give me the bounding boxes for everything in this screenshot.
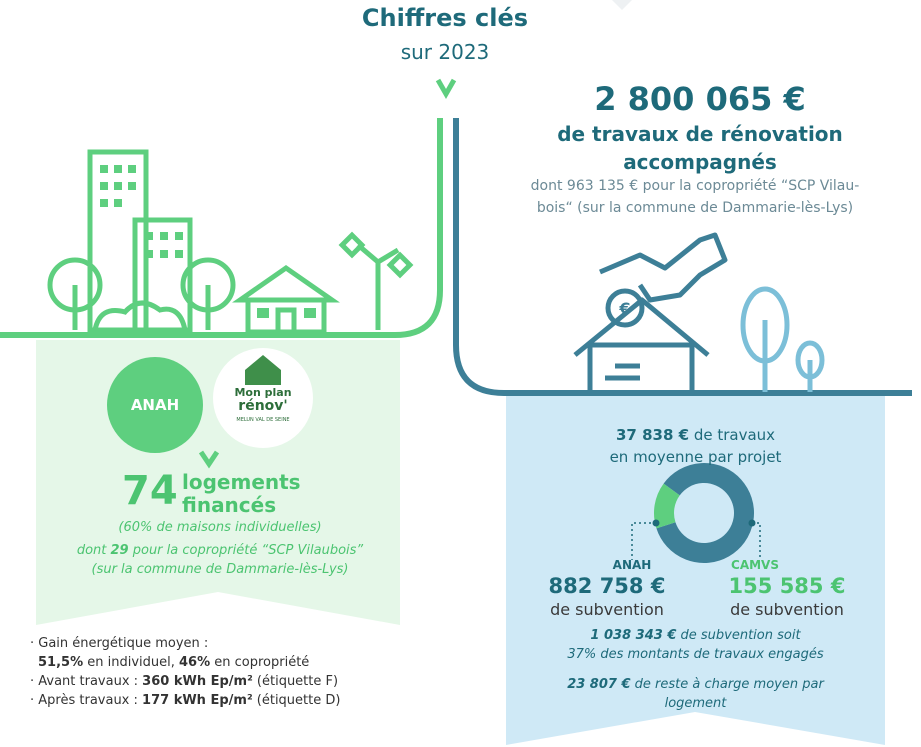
series-label: ANAH [612,558,652,572]
text: (étiquette D) [252,693,341,708]
average-line: en moyenne par projet [609,448,782,466]
donut-segment [654,483,681,529]
bullet: · Après travaux : 177 kWh Ep/m² (étiquet… [30,693,341,708]
value: 46% [179,655,211,670]
trees-icon [740,286,825,392]
euro-symbol: € [618,299,630,318]
logo-text: Mon plan [234,386,292,399]
value-label: 882 758 € [548,574,666,598]
donut-segment [656,463,754,563]
city-icon [47,149,414,335]
text: Gain énergétique moyen : [38,636,209,651]
bullet: · Avant travaux : 360 kWh Ep/m² (étiquet… [30,674,339,689]
logo-house [245,355,281,385]
text: de subvention soit [676,628,801,643]
caption: de subvention [550,600,664,619]
text: en individuel, [83,655,179,670]
value: 177 kWh Ep/m² [142,693,253,708]
bullet-cont: 51,5% en individuel, 46% en copropriété [38,655,309,670]
detail: dont 963 135 € pour la copropriété “SCP … [530,178,860,194]
value-label: 155 585 € [728,574,846,598]
count-label: financés [182,493,277,517]
chevron [198,450,220,469]
value: 360 kWh Ep/m² [142,674,253,689]
text: Après travaux : [38,693,143,708]
text: dont [76,543,111,558]
copro-count: 29 [110,543,129,558]
leader-dot [748,519,756,527]
note: (60% de maisons individuelles) [118,520,322,535]
commune: (sur la commune de Dammarie-lès-Lys) [91,562,349,577]
remainder: 23 807 € de reste à charge moyen par [506,677,885,692]
series-label: CAMVS [731,558,779,572]
logo-tagline: MELUN VAL DE SEINE [236,417,290,423]
count: 74 [122,468,178,514]
top-notch [612,0,632,10]
average: 37 838 € de travaux [506,426,885,444]
count-label: logements [182,470,301,494]
amount-label: accompagnés [623,150,777,174]
text: (étiquette F) [252,674,339,689]
right-panel [506,395,885,745]
logo-text: rénov' [238,398,288,414]
remainder-line: logement [664,696,727,711]
title: Chiffres clés [361,4,529,32]
text: en copropriété [210,655,310,670]
savings-icon [573,232,728,396]
anah-badge [107,357,203,453]
badge-label: ANAH [130,396,180,414]
total: 1 038 343 € de subvention soit [506,628,885,643]
subtitle: sur 2023 [400,40,490,64]
value: 37 838 € [615,426,690,444]
text: pour la copropriété “SCP Vilaubois” [128,543,364,558]
copro-line: dont 29 pour la copropriété “SCP Vilaubo… [20,543,420,558]
text: de reste à charge moyen par [630,677,824,692]
green-line [0,118,443,338]
value: 1 038 343 € [590,628,677,643]
bullet: · Gain énergétique moyen : [30,636,209,651]
amount-label: de travaux de rénovation [557,122,843,146]
total-line: 37% des montants de travaux engagés [567,647,824,662]
logo-badge [213,348,313,448]
caption: de subvention [730,600,844,619]
detail: bois“ (sur la commune de Dammarie-lès-Ly… [536,200,854,216]
amount: 2 800 065 € [594,80,806,118]
leader-dot [652,519,660,527]
donut [654,463,754,563]
text: Avant travaux : [38,674,143,689]
value: 51,5% [38,655,84,670]
chevron [435,78,457,100]
blue-line [453,118,912,396]
text: de travaux [689,426,776,444]
value: 23 807 € [567,677,631,692]
windows [100,165,316,318]
